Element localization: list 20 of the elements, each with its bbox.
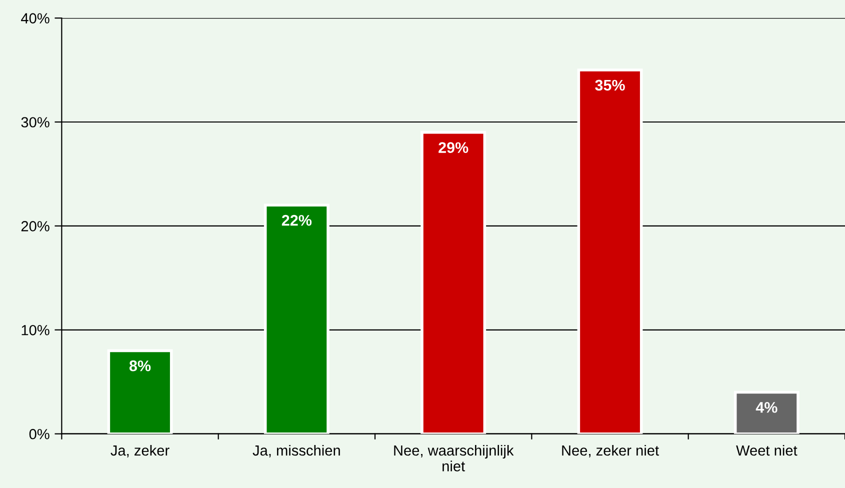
bar xyxy=(107,349,173,434)
data-label: 4% xyxy=(756,402,778,413)
bar xyxy=(420,131,486,434)
data-label: 22% xyxy=(282,214,312,226)
x-tick-label: Nee, waarschijnlijk niet xyxy=(394,444,514,472)
bar xyxy=(577,68,643,434)
y-tick-label: 40% xyxy=(21,13,50,24)
y-tick-label: 10% xyxy=(22,324,50,336)
y-tick-label: 20% xyxy=(21,221,50,232)
data-label: 35% xyxy=(595,80,625,91)
x-tick-label: Weet niet xyxy=(736,444,798,456)
x-tick-label: Nee, zeker niet xyxy=(562,444,659,458)
y-tick-label: 30% xyxy=(21,117,50,128)
x-tick-label: Ja, zeker xyxy=(110,444,170,458)
x-tick-label: Ja, misschien xyxy=(252,444,340,458)
data-label: 29% xyxy=(438,142,468,153)
y-tick-label: 0% xyxy=(29,428,50,440)
bar xyxy=(734,390,800,434)
data-label: 8% xyxy=(129,360,151,372)
bar xyxy=(264,204,330,434)
